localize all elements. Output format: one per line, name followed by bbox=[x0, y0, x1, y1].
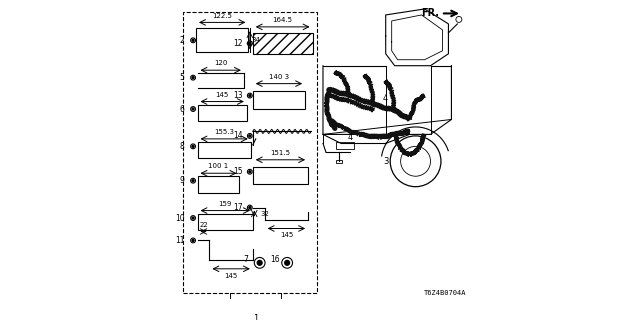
Circle shape bbox=[192, 108, 194, 110]
Text: 13: 13 bbox=[233, 91, 243, 100]
Text: 6: 6 bbox=[180, 105, 185, 114]
Text: 9: 9 bbox=[180, 176, 185, 185]
Text: 17: 17 bbox=[233, 203, 243, 212]
Text: 3: 3 bbox=[383, 157, 388, 166]
Bar bbox=[253, 91, 305, 109]
Circle shape bbox=[249, 42, 251, 44]
Text: 120: 120 bbox=[214, 60, 227, 66]
Bar bbox=[198, 213, 253, 230]
Bar bbox=[198, 176, 239, 193]
Circle shape bbox=[192, 180, 194, 182]
Text: 159: 159 bbox=[218, 201, 232, 207]
Text: 145: 145 bbox=[216, 92, 229, 98]
Text: 16: 16 bbox=[270, 255, 280, 264]
Bar bbox=[253, 33, 312, 54]
Circle shape bbox=[192, 239, 194, 241]
Circle shape bbox=[192, 77, 194, 79]
Text: 34: 34 bbox=[252, 37, 260, 43]
Circle shape bbox=[348, 94, 351, 97]
Circle shape bbox=[333, 127, 337, 130]
Circle shape bbox=[249, 207, 251, 209]
Text: 14: 14 bbox=[233, 132, 243, 140]
Bar bbox=[337, 142, 355, 149]
Text: 2: 2 bbox=[180, 36, 185, 45]
Text: 8: 8 bbox=[180, 142, 185, 151]
Circle shape bbox=[249, 95, 251, 97]
Text: 11: 11 bbox=[175, 236, 185, 245]
Circle shape bbox=[285, 260, 289, 265]
Circle shape bbox=[249, 171, 251, 173]
Bar bbox=[253, 167, 308, 184]
Text: 155.3: 155.3 bbox=[214, 129, 234, 135]
Text: 10: 10 bbox=[175, 213, 185, 222]
Bar bbox=[196, 28, 248, 52]
Circle shape bbox=[192, 217, 194, 219]
Text: 15: 15 bbox=[233, 167, 243, 176]
Text: 4: 4 bbox=[383, 94, 388, 103]
Text: T6Z4B0704A: T6Z4B0704A bbox=[424, 290, 467, 296]
Circle shape bbox=[192, 145, 194, 147]
Text: 7: 7 bbox=[243, 255, 248, 264]
Text: FR.: FR. bbox=[422, 8, 440, 19]
Bar bbox=[337, 160, 342, 163]
Bar bbox=[182, 12, 317, 293]
Bar bbox=[198, 105, 247, 121]
Circle shape bbox=[192, 39, 194, 41]
Text: 140 3: 140 3 bbox=[269, 74, 289, 80]
Text: 5: 5 bbox=[180, 73, 185, 82]
Text: 32: 32 bbox=[260, 211, 269, 217]
Text: 12: 12 bbox=[233, 39, 243, 48]
Text: 164.5: 164.5 bbox=[273, 17, 292, 23]
Text: 145: 145 bbox=[280, 232, 293, 238]
Circle shape bbox=[249, 135, 251, 137]
Text: 151.5: 151.5 bbox=[271, 150, 291, 156]
Circle shape bbox=[393, 109, 396, 112]
Text: 1: 1 bbox=[253, 314, 259, 320]
Bar bbox=[198, 142, 251, 158]
Circle shape bbox=[372, 103, 376, 106]
Circle shape bbox=[327, 88, 331, 92]
Text: 122.5: 122.5 bbox=[212, 12, 232, 19]
Circle shape bbox=[257, 260, 262, 265]
Text: 100 1: 100 1 bbox=[209, 163, 228, 169]
Text: 4: 4 bbox=[348, 133, 353, 142]
Text: 145: 145 bbox=[225, 273, 238, 279]
Text: 22: 22 bbox=[199, 222, 208, 228]
